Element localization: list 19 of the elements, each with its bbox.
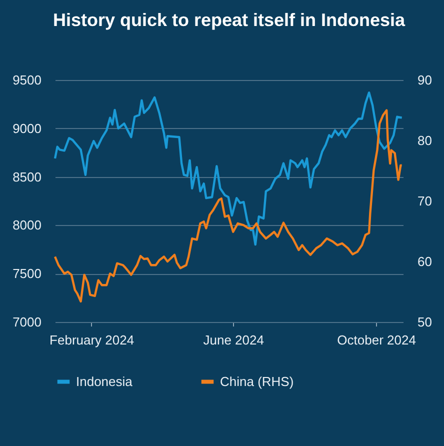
- line-series: [54, 91, 403, 246]
- x-tick-label: June 2024: [203, 332, 264, 348]
- y-tick-label: 7500: [12, 266, 42, 282]
- legend-label: China (RHS): [220, 374, 294, 389]
- y2-tick-label: 50: [418, 314, 432, 330]
- y-tick-label: 8000: [12, 218, 42, 233]
- line-series: [54, 109, 403, 303]
- chart-title: History quick to repeat itself in Indonesia: [52, 10, 406, 30]
- y2-tick-label: 70: [418, 194, 432, 208]
- x-tick-label: February 2024: [50, 332, 134, 348]
- y2-tick-label: 90: [418, 72, 432, 88]
- y-tick-label: 9500: [12, 72, 42, 88]
- y2-tick-label: 60: [418, 254, 432, 269]
- y2-tick-label: 80: [418, 133, 432, 148]
- y-tick-label: 9000: [12, 120, 42, 136]
- legend-label: Indonesia: [76, 374, 134, 389]
- x-tick-label: October 2024: [337, 332, 416, 348]
- y-tick-label: 7000: [12, 314, 42, 330]
- y-tick-label: 8500: [12, 169, 42, 184]
